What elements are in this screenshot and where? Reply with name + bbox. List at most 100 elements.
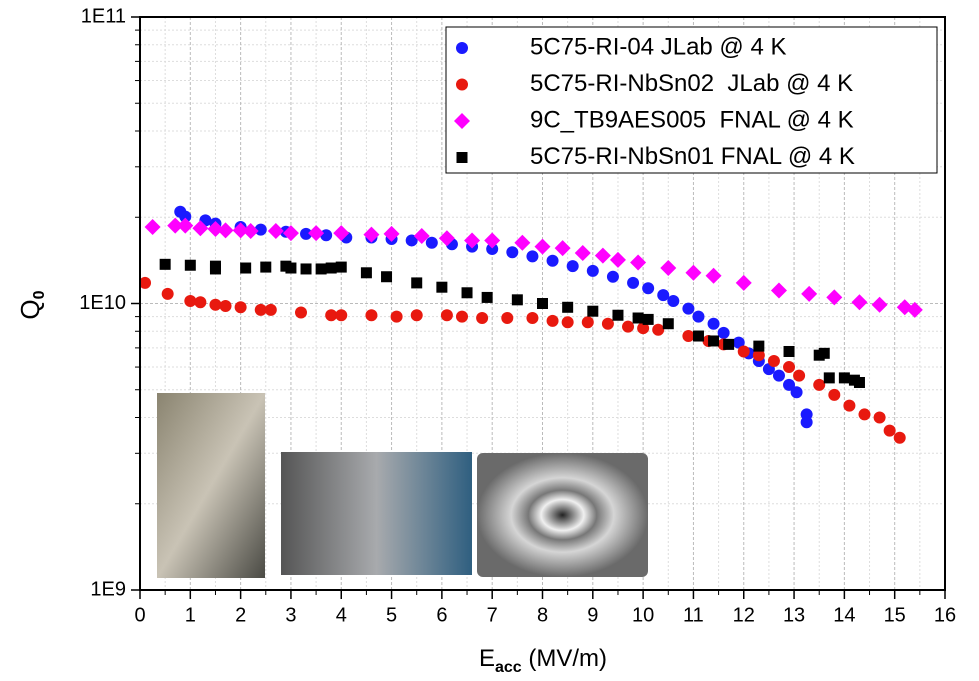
point (612, 310, 623, 321)
point (567, 260, 579, 272)
point (824, 372, 835, 383)
x-tick-label: 8 (537, 604, 548, 626)
point (411, 277, 422, 288)
x-tick-label: 3 (285, 604, 296, 626)
x-tick-label: 14 (833, 604, 855, 626)
x-tick-label: 0 (134, 604, 145, 626)
point (335, 309, 347, 321)
point (512, 294, 523, 305)
legend-label: 5C75-RI-04 JLab @ 4 K (530, 33, 787, 60)
x-tick-label: 2 (235, 604, 246, 626)
point (828, 389, 840, 401)
y-tick-label: 1E10 (79, 292, 126, 314)
point (652, 324, 664, 336)
point (326, 263, 337, 274)
point (872, 297, 888, 313)
point (627, 277, 639, 289)
point (706, 268, 722, 284)
x-tick-label: 12 (733, 604, 755, 626)
y-tick-label: 1E11 (81, 5, 126, 27)
point (391, 311, 403, 323)
point (194, 296, 206, 308)
point (607, 271, 619, 283)
point (793, 370, 805, 382)
point (610, 252, 626, 268)
point (854, 377, 865, 388)
x-label-unit: (MV/m) (522, 645, 607, 672)
point (547, 315, 559, 327)
point (562, 316, 574, 328)
point (526, 312, 538, 324)
point (708, 318, 720, 330)
point (482, 292, 493, 303)
point (667, 295, 679, 307)
x-tick-label: 16 (934, 604, 956, 626)
x-tick-label: 7 (487, 604, 498, 626)
point (265, 304, 277, 316)
point (771, 283, 787, 299)
point (506, 246, 518, 258)
point (682, 303, 694, 315)
point (268, 223, 284, 239)
point (660, 260, 676, 276)
y-tick-label: 1E9 (90, 578, 126, 600)
point (555, 240, 571, 256)
point (587, 306, 598, 317)
point (630, 255, 646, 271)
legend-marker (457, 152, 468, 163)
point (162, 288, 174, 300)
point (843, 400, 855, 412)
x-tick-label: 10 (632, 604, 654, 626)
x-tick-label: 1 (185, 604, 196, 626)
point (301, 263, 312, 274)
point (547, 255, 559, 267)
photo (477, 453, 648, 577)
point (642, 282, 654, 294)
y-label-sub: 0 (31, 290, 48, 299)
photo (281, 452, 472, 575)
x-label-sub: acc (495, 659, 522, 676)
point (801, 416, 813, 428)
legend-label: 5C75-RI-NbSn02 JLab @ 4 K (530, 70, 853, 97)
point (839, 372, 850, 383)
x-tick-label: 6 (436, 604, 447, 626)
point (526, 250, 538, 262)
point (185, 260, 196, 271)
point (736, 275, 752, 291)
legend-label: 9C_TB9AES005 FNAL @ 4 K (530, 106, 854, 133)
point (773, 370, 785, 382)
point (456, 311, 468, 323)
point (633, 312, 644, 323)
point (260, 262, 271, 273)
point (537, 298, 548, 309)
point (426, 237, 438, 249)
chart: Eacc (MV/m) Q0 5C75-RI-04 JLab @ 4 K5C75… (0, 0, 979, 681)
x-axis-label: Eacc (MV/m) (479, 645, 607, 676)
point (501, 312, 513, 324)
legend-marker (456, 79, 468, 91)
x-tick-label: 4 (336, 604, 347, 626)
x-label-main: E (479, 645, 495, 672)
point (657, 289, 669, 301)
point (851, 294, 867, 310)
y-label-main: Q (15, 299, 45, 319)
point (336, 262, 347, 273)
point (859, 408, 871, 420)
point (145, 219, 161, 235)
point (682, 330, 694, 342)
point (441, 309, 453, 321)
point (235, 301, 247, 313)
point (784, 346, 795, 357)
x-tick-label: 13 (783, 604, 805, 626)
point (587, 265, 599, 277)
point (723, 339, 734, 350)
point (365, 309, 377, 321)
point (708, 335, 719, 346)
point (411, 309, 423, 321)
point (692, 311, 704, 323)
legend-marker (456, 42, 468, 54)
x-tick-label: 9 (587, 604, 598, 626)
point (753, 341, 764, 352)
point (476, 312, 488, 324)
point (240, 263, 251, 274)
